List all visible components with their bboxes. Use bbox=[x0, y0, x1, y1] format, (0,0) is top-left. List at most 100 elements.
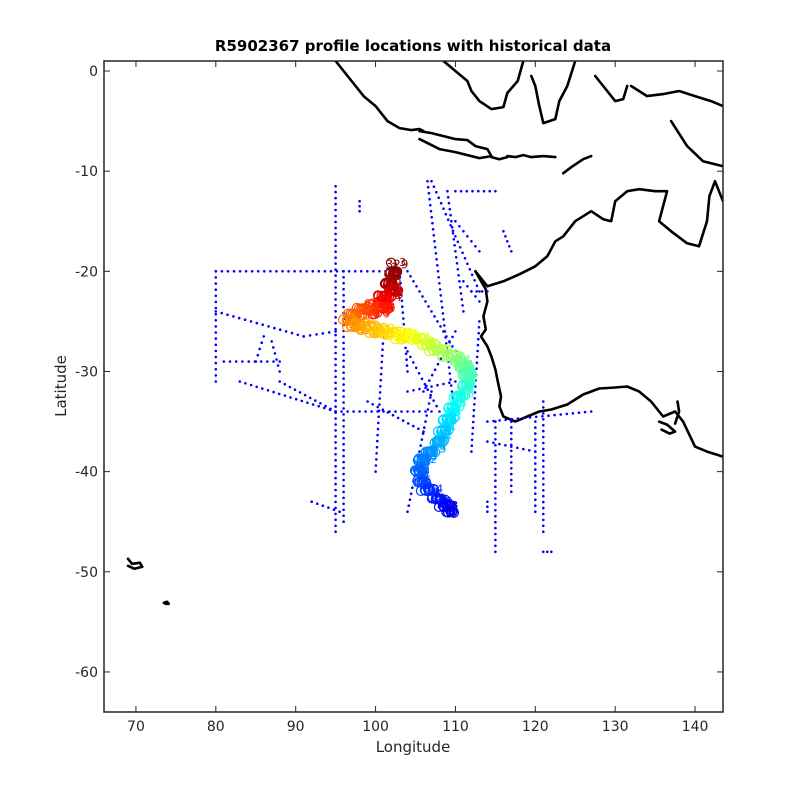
axes-frame bbox=[103, 60, 724, 713]
historical-point bbox=[478, 250, 481, 253]
historical-point bbox=[334, 220, 337, 224]
float-profile-number: 6 bbox=[467, 388, 474, 401]
historical-point bbox=[553, 413, 556, 417]
historical-point bbox=[311, 270, 315, 273]
historical-point bbox=[272, 360, 275, 363]
historical-point bbox=[334, 476, 337, 480]
float-profile-number: 1 bbox=[425, 330, 432, 343]
historical-point bbox=[418, 387, 421, 391]
float-profile-number: 6 bbox=[424, 474, 431, 487]
float-profile-marker bbox=[368, 326, 379, 337]
historical-point bbox=[310, 500, 314, 504]
historical-point bbox=[494, 550, 497, 554]
historical-track-9 bbox=[342, 270, 345, 523]
historical-track-24 bbox=[542, 400, 545, 533]
historical-point bbox=[447, 366, 451, 369]
historical-point bbox=[334, 244, 337, 248]
historical-point bbox=[334, 226, 337, 230]
historical-point bbox=[278, 380, 282, 383]
historical-point bbox=[270, 340, 274, 343]
historical-point bbox=[334, 202, 337, 206]
historical-point bbox=[510, 461, 513, 464]
float-profile-number: 5 bbox=[431, 447, 438, 460]
historical-point bbox=[486, 290, 489, 293]
float-profile-number: 8 bbox=[389, 274, 396, 287]
historical-point bbox=[299, 270, 302, 273]
historical-point bbox=[334, 458, 337, 462]
historical-point bbox=[473, 397, 477, 400]
historical-point bbox=[214, 361, 218, 365]
historical-point bbox=[342, 478, 345, 482]
historical-point bbox=[376, 405, 380, 409]
historical-point bbox=[321, 332, 325, 335]
historical-point bbox=[300, 399, 304, 403]
historical-point bbox=[359, 270, 363, 273]
plot-area: 3291856407329185640732918564073291856407… bbox=[126, 61, 723, 606]
historical-point bbox=[374, 464, 378, 467]
historical-point bbox=[376, 427, 380, 431]
float-profile-number: 8 bbox=[422, 474, 429, 487]
historical-point bbox=[476, 349, 479, 353]
x-tick-label: 80 bbox=[207, 719, 225, 735]
historical-point bbox=[438, 282, 441, 285]
historical-point bbox=[446, 195, 450, 199]
historical-point bbox=[334, 280, 337, 283]
historical-point bbox=[494, 503, 497, 506]
coastline-13 bbox=[657, 420, 677, 435]
float-profile-number: 8 bbox=[422, 446, 429, 459]
historical-point bbox=[401, 305, 404, 309]
historical-track-23 bbox=[534, 420, 537, 513]
historical-point bbox=[454, 219, 457, 223]
float-profile-marker bbox=[409, 465, 421, 476]
historical-point bbox=[486, 440, 489, 443]
historical-point bbox=[502, 230, 505, 233]
historical-point bbox=[577, 411, 581, 415]
float-profile-number: 3 bbox=[453, 396, 460, 409]
float-profile-number: 5 bbox=[459, 392, 466, 405]
historical-point bbox=[334, 339, 337, 343]
float-profile-number: 5 bbox=[438, 428, 445, 441]
historical-point bbox=[334, 232, 337, 236]
historical-point bbox=[214, 270, 218, 273]
historical-point bbox=[448, 341, 451, 344]
historical-point bbox=[334, 369, 337, 373]
float-profile-number: 8 bbox=[450, 415, 457, 428]
historical-point bbox=[334, 393, 337, 397]
historical-point bbox=[470, 444, 474, 448]
historical-point bbox=[281, 270, 284, 273]
float-profile-number: 0 bbox=[422, 465, 429, 478]
historical-point bbox=[261, 323, 265, 327]
historical-point bbox=[550, 550, 553, 554]
historical-point bbox=[426, 408, 430, 411]
historical-track-0 bbox=[214, 270, 393, 273]
historical-point bbox=[431, 221, 434, 225]
historical-point bbox=[222, 360, 226, 363]
historical-point bbox=[542, 471, 545, 474]
historical-point bbox=[334, 250, 337, 253]
historical-point bbox=[375, 452, 378, 455]
historical-point bbox=[442, 207, 445, 210]
float-profile-number: 4 bbox=[467, 358, 474, 371]
historical-point bbox=[319, 402, 322, 405]
float-profile-number: 4 bbox=[447, 502, 454, 515]
historical-point bbox=[534, 432, 537, 435]
historical-point bbox=[449, 224, 452, 227]
historical-point bbox=[516, 417, 520, 420]
historical-point bbox=[528, 449, 531, 452]
historical-point bbox=[542, 459, 545, 463]
historical-point bbox=[542, 512, 545, 516]
float-profile-number: 2 bbox=[432, 344, 439, 357]
float-profile-marker bbox=[456, 355, 467, 366]
historical-point bbox=[315, 333, 318, 336]
historical-point bbox=[342, 436, 345, 440]
float-track: 3291856407329185640732918564073291856407… bbox=[338, 256, 478, 521]
historical-point bbox=[364, 410, 367, 413]
historical-point bbox=[214, 380, 218, 383]
float-profile-number: 3 bbox=[424, 455, 431, 468]
float-profile-number: 6 bbox=[423, 456, 430, 469]
historical-point bbox=[504, 235, 507, 238]
historical-point bbox=[284, 330, 288, 333]
float-profile-number: 2 bbox=[445, 429, 452, 442]
historical-point bbox=[342, 401, 345, 404]
historical-point bbox=[247, 360, 250, 363]
